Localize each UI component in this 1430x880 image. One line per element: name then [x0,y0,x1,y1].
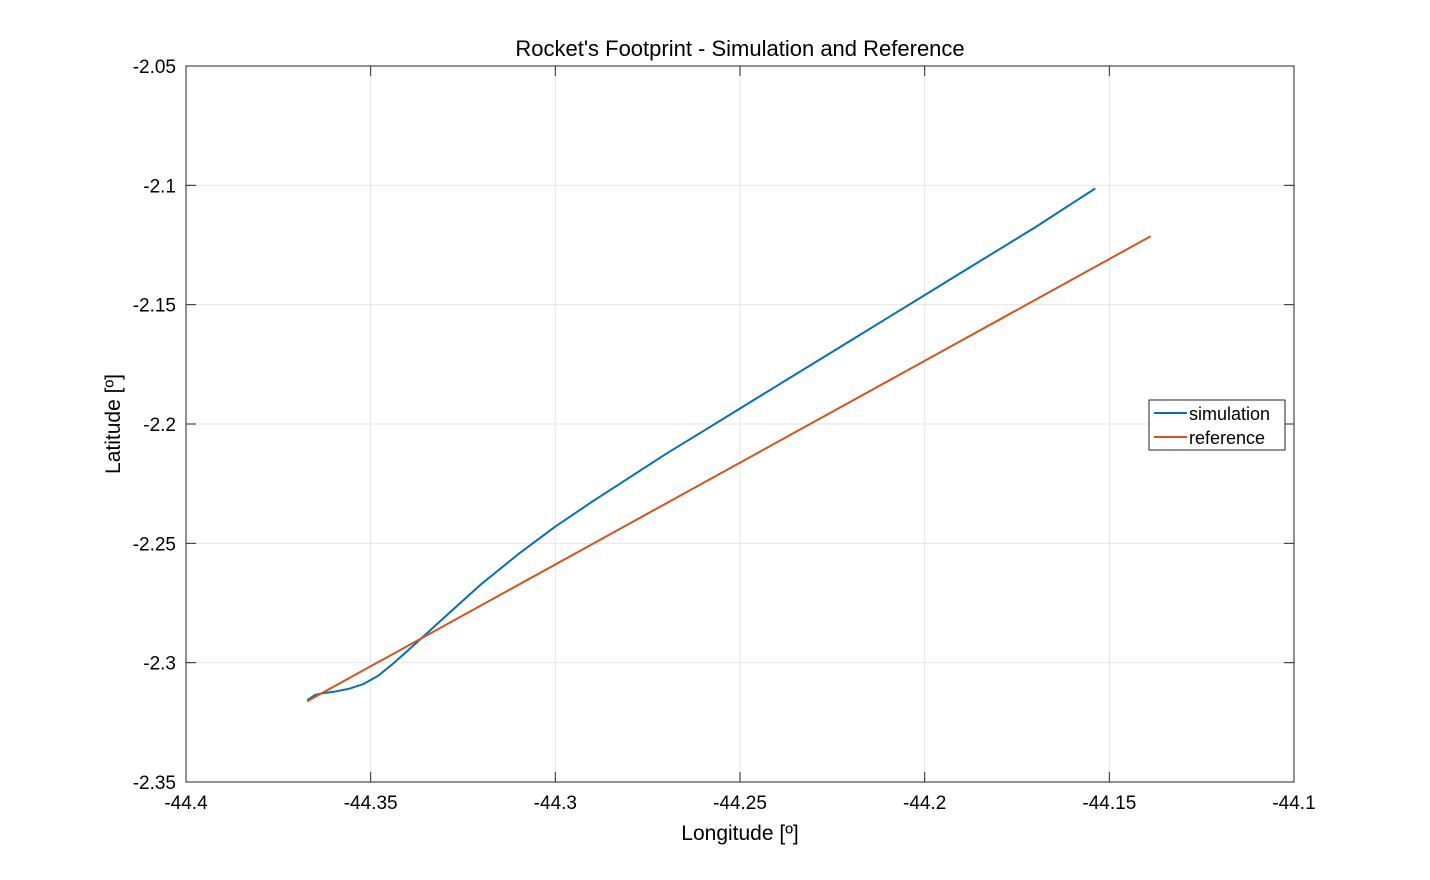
y-tick-label: -2.35 [133,773,176,794]
y-tick-label: -2.1 [143,176,176,197]
x-tick-label: -44.4 [164,793,208,814]
series-simulation [306,187,1096,701]
x-tick-label: -44.15 [1082,793,1136,814]
y-tick-label: -2.15 [133,296,176,317]
y-tick-label: -2.3 [143,654,176,675]
x-tick-label: -44.1 [1272,793,1315,814]
ticks: -44.4 -44.35 -44.3 -44.25 -44.2 -44.15 -44.1 -2… [133,57,1316,814]
y-tick-label: -2.2 [143,415,176,436]
series-reference [306,235,1151,702]
chart-title: Rocket's Footprint - Simulation and Refe… [515,36,964,61]
y-axis-label: Latitude [º] [102,374,125,474]
legend: simulation reference [1148,399,1286,451]
x-tick-label: -44.35 [344,793,398,814]
y-tick-label: -2.05 [133,57,176,78]
x-axis-label: Longitude [º] [681,822,798,845]
y-tick-label: -2.25 [133,534,176,555]
legend-simulation-label: simulation [1189,404,1270,424]
x-tick-label: -44.3 [534,793,577,814]
legend-box [1148,399,1286,451]
legend-reference-label: reference [1189,428,1265,448]
x-tick-label: -44.25 [713,793,767,814]
x-tick-label: -44.2 [903,793,946,814]
series-layer [306,187,1151,702]
